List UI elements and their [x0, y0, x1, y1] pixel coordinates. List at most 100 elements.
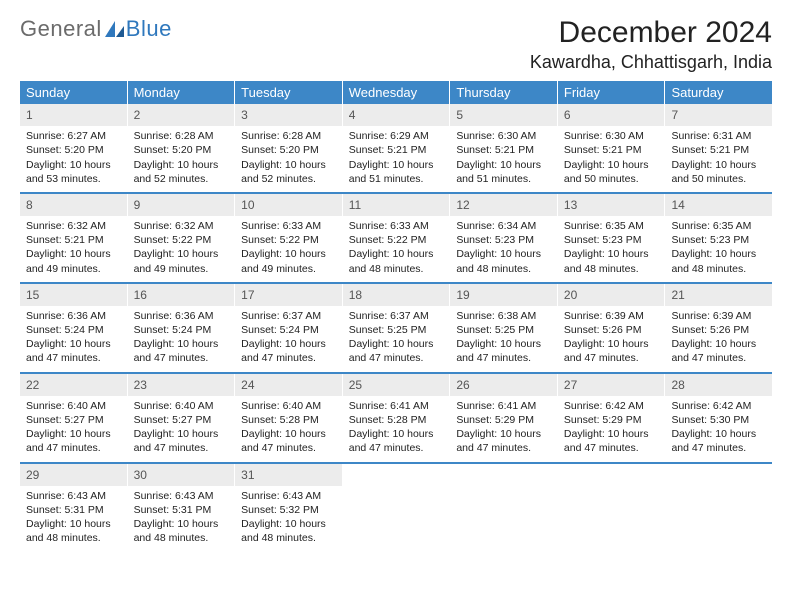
dl2-text: and 48 minutes.: [128, 531, 235, 545]
dl1-text: Daylight: 10 hours: [343, 337, 450, 351]
dl2-text: and 50 minutes.: [558, 172, 665, 186]
day-cell: 24Sunrise: 6:40 AMSunset: 5:28 PMDayligh…: [235, 374, 343, 462]
sunrise-text: Sunrise: 6:32 AM: [20, 219, 127, 233]
week-row: 1Sunrise: 6:27 AMSunset: 5:20 PMDaylight…: [20, 104, 772, 194]
sunset-text: Sunset: 5:23 PM: [665, 233, 772, 247]
day-number: 1: [20, 104, 127, 126]
dow-wednesday: Wednesday: [343, 81, 451, 104]
dl1-text: Daylight: 10 hours: [665, 158, 772, 172]
dl2-text: and 51 minutes.: [343, 172, 450, 186]
dl2-text: and 53 minutes.: [20, 172, 127, 186]
sunset-text: Sunset: 5:22 PM: [235, 233, 342, 247]
sunset-text: Sunset: 5:29 PM: [558, 413, 665, 427]
day-number: 16: [128, 284, 235, 306]
dow-saturday: Saturday: [665, 81, 772, 104]
day-cell: 30Sunrise: 6:43 AMSunset: 5:31 PMDayligh…: [128, 464, 236, 552]
dl2-text: and 48 minutes.: [20, 531, 127, 545]
brand-logo: General Blue: [20, 16, 172, 42]
sunset-text: Sunset: 5:24 PM: [20, 323, 127, 337]
sunrise-text: Sunrise: 6:30 AM: [558, 129, 665, 143]
dl1-text: Daylight: 10 hours: [235, 337, 342, 351]
dl1-text: Daylight: 10 hours: [20, 427, 127, 441]
sunrise-text: Sunrise: 6:28 AM: [235, 129, 342, 143]
day-cell: 17Sunrise: 6:37 AMSunset: 5:24 PMDayligh…: [235, 284, 343, 372]
dl1-text: Daylight: 10 hours: [20, 517, 127, 531]
location-subtitle: Kawardha, Chhattisgarh, India: [530, 52, 772, 73]
sunrise-text: Sunrise: 6:33 AM: [235, 219, 342, 233]
day-number: 5: [450, 104, 557, 126]
dl1-text: Daylight: 10 hours: [128, 247, 235, 261]
sunset-text: Sunset: 5:21 PM: [450, 143, 557, 157]
sunset-text: Sunset: 5:25 PM: [450, 323, 557, 337]
sunset-text: Sunset: 5:23 PM: [558, 233, 665, 247]
sunset-text: Sunset: 5:28 PM: [235, 413, 342, 427]
sunrise-text: Sunrise: 6:39 AM: [558, 309, 665, 323]
day-cell: 15Sunrise: 6:36 AMSunset: 5:24 PMDayligh…: [20, 284, 128, 372]
day-number: 9: [128, 194, 235, 216]
day-cell: 10Sunrise: 6:33 AMSunset: 5:22 PMDayligh…: [235, 194, 343, 282]
dl1-text: Daylight: 10 hours: [665, 247, 772, 261]
dow-thursday: Thursday: [450, 81, 558, 104]
sunrise-text: Sunrise: 6:33 AM: [343, 219, 450, 233]
dl2-text: and 48 minutes.: [235, 531, 342, 545]
sunrise-text: Sunrise: 6:35 AM: [558, 219, 665, 233]
dow-monday: Monday: [128, 81, 236, 104]
day-cell: 16Sunrise: 6:36 AMSunset: 5:24 PMDayligh…: [128, 284, 236, 372]
dl2-text: and 47 minutes.: [128, 441, 235, 455]
sunrise-text: Sunrise: 6:34 AM: [450, 219, 557, 233]
dl1-text: Daylight: 10 hours: [235, 517, 342, 531]
dl1-text: Daylight: 10 hours: [20, 158, 127, 172]
sunset-text: Sunset: 5:20 PM: [235, 143, 342, 157]
sunset-text: Sunset: 5:20 PM: [128, 143, 235, 157]
dl2-text: and 47 minutes.: [128, 351, 235, 365]
day-cell: 6Sunrise: 6:30 AMSunset: 5:21 PMDaylight…: [558, 104, 666, 192]
day-cell: 14Sunrise: 6:35 AMSunset: 5:23 PMDayligh…: [665, 194, 772, 282]
dl1-text: Daylight: 10 hours: [343, 427, 450, 441]
day-number: 27: [558, 374, 665, 396]
sunrise-text: Sunrise: 6:41 AM: [343, 399, 450, 413]
dl1-text: Daylight: 10 hours: [128, 517, 235, 531]
day-cell: 7Sunrise: 6:31 AMSunset: 5:21 PMDaylight…: [665, 104, 772, 192]
dl1-text: Daylight: 10 hours: [343, 247, 450, 261]
sunrise-text: Sunrise: 6:43 AM: [20, 489, 127, 503]
day-cell: 27 Sunrise: 6:42 AMSunset: 5:29 PMDayligh…: [558, 374, 666, 462]
sunset-text: Sunset: 5:30 PM: [665, 413, 772, 427]
sunset-text: Sunset: 5:24 PM: [235, 323, 342, 337]
day-number: 19: [450, 284, 557, 306]
title-block: December 2024 Kawardha, Chhattisgarh, In…: [530, 16, 772, 73]
day-cell: 23Sunrise: 6:40 AMSunset: 5:27 PMDayligh…: [128, 374, 236, 462]
sunset-text: Sunset: 5:27 PM: [128, 413, 235, 427]
dl2-text: and 47 minutes.: [665, 441, 772, 455]
sunrise-text: Sunrise: 6:37 AM: [343, 309, 450, 323]
dow-friday: Friday: [558, 81, 666, 104]
dl2-text: and 48 minutes.: [558, 262, 665, 276]
empty-cell: [558, 464, 666, 552]
dl1-text: Daylight: 10 hours: [128, 427, 235, 441]
day-number: 3: [235, 104, 342, 126]
day-number: 10: [235, 194, 342, 216]
dl1-text: Daylight: 10 hours: [128, 337, 235, 351]
dow-tuesday: Tuesday: [235, 81, 343, 104]
sunrise-text: Sunrise: 6:35 AM: [665, 219, 772, 233]
dl1-text: Daylight: 10 hours: [20, 247, 127, 261]
day-cell: 28Sunrise: 6:42 AMSunset: 5:30 PMDayligh…: [665, 374, 772, 462]
dl1-text: Daylight: 10 hours: [20, 337, 127, 351]
day-number: 11: [343, 194, 450, 216]
sunset-text: Sunset: 5:26 PM: [558, 323, 665, 337]
calendar: SundayMondayTuesdayWednesdayThursdayFrid…: [20, 81, 772, 552]
dl1-text: Daylight: 10 hours: [558, 427, 665, 441]
day-number: 23: [128, 374, 235, 396]
dl1-text: Daylight: 10 hours: [450, 427, 557, 441]
weeks-container: 1Sunrise: 6:27 AMSunset: 5:20 PMDaylight…: [20, 104, 772, 552]
day-cell: 31Sunrise: 6:43 AMSunset: 5:32 PMDayligh…: [235, 464, 343, 552]
sunrise-text: Sunrise: 6:36 AM: [128, 309, 235, 323]
dl2-text: and 47 minutes.: [343, 351, 450, 365]
sunset-text: Sunset: 5:32 PM: [235, 503, 342, 517]
sunset-text: Sunset: 5:22 PM: [343, 233, 450, 247]
day-cell: 3Sunrise: 6:28 AMSunset: 5:20 PMDaylight…: [235, 104, 343, 192]
dl2-text: and 49 minutes.: [235, 262, 342, 276]
day-number: 4: [343, 104, 450, 126]
sunrise-text: Sunrise: 6:42 AM: [558, 399, 665, 413]
dl2-text: and 49 minutes.: [128, 262, 235, 276]
dow-sunday: Sunday: [20, 81, 128, 104]
